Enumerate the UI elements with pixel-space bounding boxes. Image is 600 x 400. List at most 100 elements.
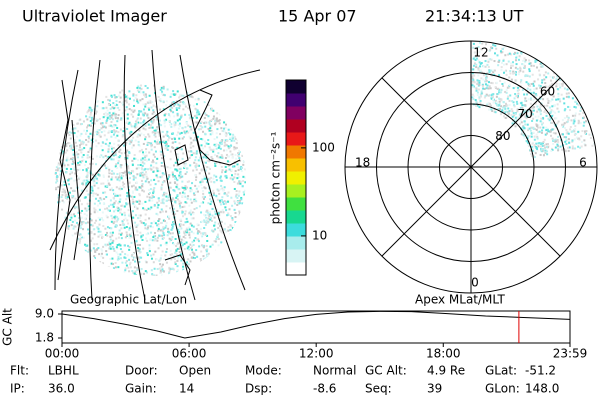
pixel <box>171 197 174 200</box>
pixel <box>173 122 176 125</box>
pixel <box>110 94 113 97</box>
pixel <box>505 63 508 66</box>
pixel <box>121 220 124 223</box>
pixel <box>113 192 116 195</box>
pixel <box>192 256 195 259</box>
pixel <box>161 181 164 184</box>
pixel <box>228 155 231 158</box>
pixel <box>160 124 163 127</box>
pixel <box>133 266 136 269</box>
pixel <box>528 59 531 62</box>
pixel <box>175 134 178 137</box>
pixel <box>579 146 582 149</box>
pixel <box>542 126 545 129</box>
pixel <box>565 129 568 132</box>
pixel <box>73 213 76 216</box>
pixel <box>195 207 198 210</box>
pixel <box>530 132 533 135</box>
pixel <box>144 112 147 115</box>
pixel <box>206 221 209 224</box>
pixel <box>543 78 546 81</box>
pixel <box>177 240 180 243</box>
pixel <box>500 68 503 71</box>
pixel <box>63 183 66 186</box>
pixel <box>528 141 531 144</box>
pixel <box>492 101 495 104</box>
pixel <box>471 74 474 77</box>
pixel <box>162 87 165 90</box>
pixel <box>554 146 557 149</box>
pixel <box>231 153 234 156</box>
pixel <box>129 234 132 237</box>
pixel <box>128 121 131 124</box>
pixel <box>89 124 92 127</box>
pixel <box>156 206 159 209</box>
pixel <box>134 126 137 129</box>
pixel <box>218 199 221 202</box>
pixel <box>233 180 236 183</box>
pixel <box>78 168 81 171</box>
pixel <box>240 170 243 173</box>
pixel <box>222 211 225 214</box>
pixel <box>109 199 112 202</box>
pixel <box>231 227 234 230</box>
pixel <box>549 79 552 82</box>
pixel <box>159 257 162 260</box>
pixel <box>473 56 476 59</box>
pixel <box>175 185 178 188</box>
pixel <box>142 114 145 117</box>
pixel <box>176 112 179 115</box>
pixel <box>97 187 100 190</box>
pixel <box>511 100 514 103</box>
pixel <box>488 85 491 88</box>
pixel <box>176 247 179 250</box>
pixel <box>167 227 170 230</box>
pixel <box>182 265 185 268</box>
pixel <box>198 128 201 131</box>
pixel <box>148 244 151 247</box>
pixel <box>119 174 122 177</box>
pixel <box>189 125 192 128</box>
pixel <box>496 108 499 111</box>
pixel <box>109 114 112 117</box>
pixel <box>85 189 88 192</box>
pixel <box>211 157 214 160</box>
pixel <box>134 214 137 217</box>
pixel <box>169 207 172 210</box>
pixel <box>147 193 150 196</box>
pixel <box>117 131 120 134</box>
pixel <box>141 98 144 101</box>
pixel <box>529 97 532 100</box>
pixel <box>150 145 153 148</box>
pixel <box>98 168 101 171</box>
pixel <box>59 170 62 173</box>
pixel <box>550 82 553 85</box>
pixel <box>140 161 143 164</box>
pixel <box>547 130 550 133</box>
pixel <box>130 236 133 239</box>
pixel <box>540 65 543 68</box>
pixel <box>194 190 197 193</box>
pixel <box>238 210 241 213</box>
pixel <box>74 139 77 142</box>
pixel <box>176 269 179 272</box>
pixel <box>99 197 102 200</box>
pixel <box>504 116 507 119</box>
pixel <box>127 244 130 247</box>
pixel <box>241 202 244 205</box>
pixel <box>178 142 181 145</box>
pixel <box>195 116 198 119</box>
pixel <box>214 213 217 216</box>
pixel <box>128 228 131 231</box>
pixel <box>179 206 182 209</box>
pixel <box>205 250 208 253</box>
pixel <box>535 66 538 69</box>
pixel <box>150 120 153 123</box>
pixel <box>512 112 515 115</box>
pixel <box>115 220 118 223</box>
pixel <box>550 109 553 112</box>
pixel <box>175 100 178 103</box>
pixel <box>510 64 513 67</box>
pixel <box>142 151 145 154</box>
